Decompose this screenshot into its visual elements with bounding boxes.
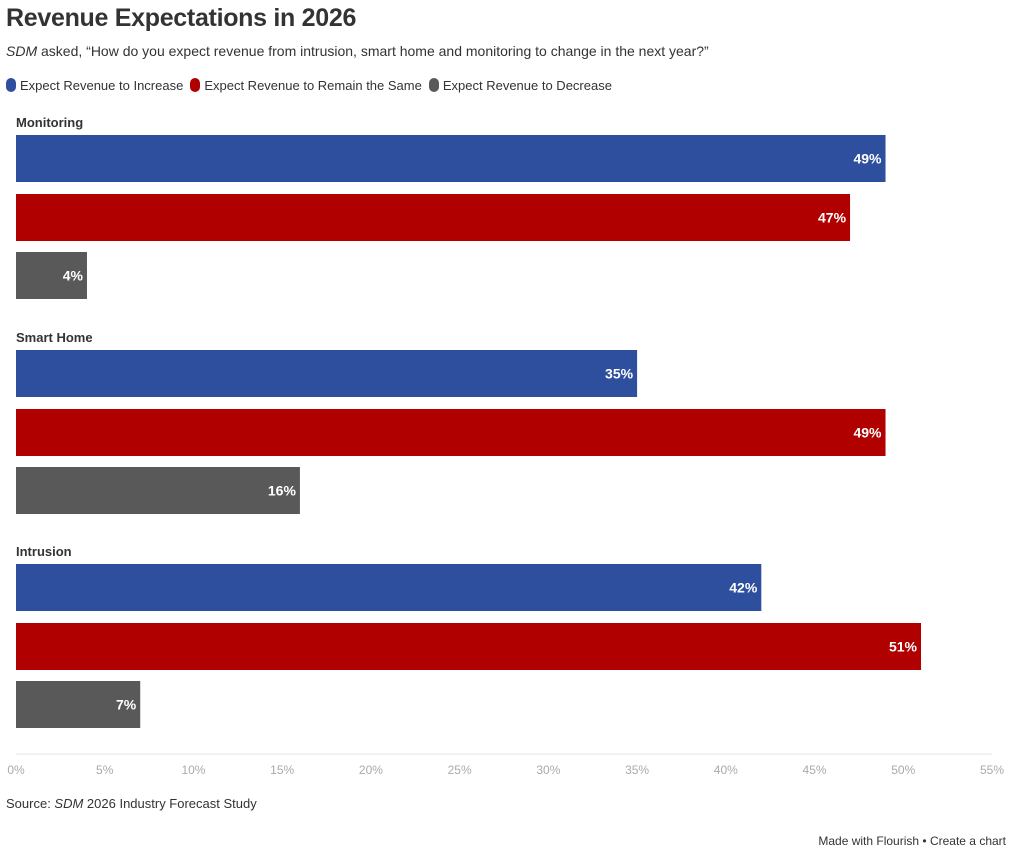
bar-smart-home-decrease[interactable] — [16, 467, 300, 514]
x-tick-label: 10% — [181, 763, 205, 777]
bar-monitoring-increase[interactable] — [16, 135, 886, 182]
chart-legend: Expect Revenue to Increase Expect Revenu… — [6, 76, 619, 94]
bar-intrusion-increase[interactable] — [16, 564, 762, 611]
bar-intrusion-same[interactable] — [16, 623, 922, 670]
chart-subtitle: SDM asked, “How do you expect revenue fr… — [6, 43, 709, 59]
data-label-smart-home-same: 49% — [853, 425, 882, 441]
legend-item-same[interactable]: Expect Revenue to Remain the Same — [190, 78, 422, 93]
bar-monitoring-same[interactable] — [16, 194, 851, 241]
data-label-intrusion-same: 51% — [889, 639, 918, 655]
source-note: Source: SDM 2026 Industry Forecast Study — [6, 796, 257, 811]
x-tick-label: 5% — [96, 763, 114, 777]
chart-title: Revenue Expectations in 2026 — [6, 4, 357, 32]
legend-item-decrease[interactable]: Expect Revenue to Decrease — [428, 77, 612, 93]
category-label-intrusion: Intrusion — [16, 544, 72, 559]
x-tick-label: 35% — [625, 763, 649, 777]
x-tick-label: 30% — [536, 763, 560, 777]
bar-smart-home-increase[interactable] — [16, 350, 638, 397]
bar-smart-home-same[interactable] — [16, 409, 886, 456]
legend-label-same: Expect Revenue to Remain the Same — [204, 77, 422, 93]
x-tick-label: 45% — [803, 763, 827, 777]
x-tick-label: 25% — [448, 763, 472, 777]
category-label-smart-home: Smart Home — [16, 330, 93, 345]
data-label-intrusion-increase: 42% — [729, 580, 758, 596]
x-tick-label: 0% — [7, 763, 25, 777]
bar-chart: Monitoring 49% 47% 4% Smart Home 35% 49% 16% Int… — [7, 115, 1004, 777]
bar-monitoring-decrease[interactable] — [16, 252, 87, 299]
subtitle-publication: SDM — [6, 43, 38, 59]
footer-separator: • — [919, 834, 930, 848]
x-tick-label: 50% — [891, 763, 915, 777]
x-tick-label: 55% — [980, 763, 1004, 777]
source-prefix: Source: — [6, 796, 55, 811]
data-label-monitoring-increase: 49% — [853, 151, 882, 167]
legend-swatch-decrease — [428, 78, 439, 92]
create-chart-link[interactable]: Create a chart — [929, 834, 1006, 848]
legend-swatch-same — [190, 78, 201, 92]
source-study: 2026 Industry Forecast Study — [83, 796, 257, 811]
legend-item-increase[interactable]: Expect Revenue to Increase — [6, 78, 183, 93]
legend-swatch-increase — [6, 78, 16, 92]
subtitle-question: asked, “How do you expect revenue from i… — [37, 43, 709, 59]
x-tick-label: 15% — [270, 763, 294, 777]
category-label-monitoring: Monitoring — [16, 115, 83, 130]
data-label-monitoring-same: 47% — [818, 210, 847, 226]
made-with-flourish-link[interactable]: Made with Flourish — [818, 834, 920, 848]
data-label-intrusion-decrease: 7% — [116, 697, 137, 713]
data-label-smart-home-increase: 35% — [605, 366, 634, 382]
legend-label-decrease: Expect Revenue to Decrease — [442, 77, 612, 93]
data-label-smart-home-decrease: 16% — [268, 483, 297, 499]
data-label-monitoring-decrease: 4% — [63, 268, 84, 284]
x-tick-label: 20% — [359, 763, 383, 777]
x-tick-label: 40% — [714, 763, 738, 777]
bar-intrusion-decrease[interactable] — [16, 681, 141, 728]
flourish-footer: Made with Flourish • Create a chart — [818, 834, 1006, 848]
legend-label-increase: Expect Revenue to Increase — [20, 77, 184, 93]
source-publication: SDM — [54, 796, 84, 811]
